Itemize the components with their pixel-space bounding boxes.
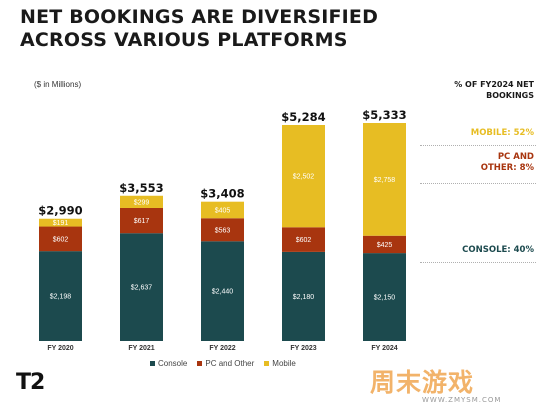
bar-label-console: $2,150 — [374, 295, 396, 302]
bar-pc — [363, 235, 406, 254]
bar-total-label: $5,284 — [281, 110, 325, 124]
x-tick-label: FY 2020 — [47, 345, 73, 352]
bar-pc — [39, 226, 82, 252]
share-heading: % OF FY2024 NET BOOKINGS — [454, 80, 534, 100]
bar-label-console: $2,440 — [212, 289, 234, 296]
x-tick-label: FY 2021 — [128, 345, 154, 352]
bar-mobile — [39, 218, 82, 227]
legend-label-console: Console — [158, 359, 188, 368]
watermark-text: 周末游戏 — [370, 368, 475, 397]
watermark-url: WWW.ZMYSM.COM — [422, 396, 502, 404]
legend-label-pc: PC and Other — [205, 359, 255, 368]
bar-pc — [282, 227, 325, 252]
legend-item-console: Console — [150, 359, 187, 368]
bar-total-label: $5,333 — [362, 108, 406, 122]
bar-label-mobile: $299 — [134, 199, 150, 206]
x-tick-label: FY 2022 — [209, 345, 235, 352]
bar-label-mobile: $2,758 — [374, 177, 396, 184]
bar-label-console: $2,637 — [131, 285, 153, 292]
bar-console — [120, 233, 163, 341]
legend-item-mobile: Mobile — [264, 359, 296, 368]
divider-pc — [420, 183, 536, 184]
bar-console — [282, 251, 325, 341]
x-tick-label: FY 2024 — [371, 345, 397, 352]
bar-label-console: $2,180 — [293, 294, 315, 301]
bar-total-label: $2,990 — [38, 204, 82, 218]
bar-label-console: $2,198 — [50, 294, 72, 301]
bar-label-mobile: $405 — [215, 207, 231, 214]
bar-pc — [120, 207, 163, 234]
units-note: ($ in Millions) — [34, 80, 82, 89]
chart-legend: Console PC and Other Mobile — [150, 359, 296, 368]
bar-label-pc: $602 — [53, 236, 69, 243]
bar-console — [39, 251, 82, 341]
bar-console — [201, 241, 244, 341]
bar-label-pc: $602 — [296, 237, 312, 244]
legend-label-mobile: Mobile — [272, 359, 296, 368]
divider-console — [420, 262, 536, 263]
site-watermark: 周末游戏 WWW.ZMYSM.COM — [370, 363, 540, 404]
x-tick-label: FY 2023 — [290, 345, 316, 352]
legend-swatch-pc — [197, 361, 203, 366]
bar-pc — [201, 218, 244, 242]
bar-label-pc: $617 — [134, 218, 150, 225]
bar-mobile — [120, 195, 163, 208]
bar-mobile — [201, 201, 244, 219]
bar-label-mobile: $2,502 — [293, 174, 315, 181]
bar-mobile — [363, 123, 406, 236]
bar-total-label: $3,408 — [200, 187, 244, 201]
bar-label-mobile: $191 — [53, 220, 69, 227]
take-two-logo: T2 — [16, 370, 45, 395]
legend-swatch-mobile — [264, 361, 270, 366]
legend-item-pc: PC and Other — [197, 359, 254, 368]
divider-mobile — [420, 145, 536, 146]
bar-label-pc: $563 — [215, 227, 231, 234]
bar-console — [363, 253, 406, 341]
share-console: CONSOLE: 40% — [462, 245, 534, 255]
legend-swatch-console — [150, 361, 155, 366]
bar-label-pc: $425 — [377, 242, 393, 249]
share-mobile: MOBILE: 52% — [470, 128, 534, 138]
bar-mobile — [282, 125, 325, 228]
page-title: NET BOOKINGS ARE DIVERSIFIED ACROSS VARI… — [20, 6, 379, 51]
share-pc: PC AND OTHER: 8% — [480, 152, 534, 173]
bar-total-label: $3,553 — [119, 181, 163, 195]
